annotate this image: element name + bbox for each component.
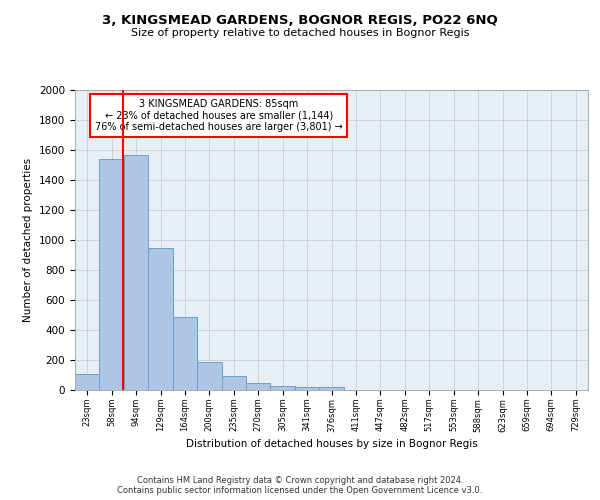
Text: Contains public sector information licensed under the Open Government Licence v3: Contains public sector information licen… <box>118 486 482 495</box>
Text: Size of property relative to detached houses in Bognor Regis: Size of property relative to detached ho… <box>131 28 469 38</box>
Bar <box>271 386 295 390</box>
Text: 3, KINGSMEAD GARDENS, BOGNOR REGIS, PO22 6NQ: 3, KINGSMEAD GARDENS, BOGNOR REGIS, PO22… <box>102 14 498 27</box>
Y-axis label: Number of detached properties: Number of detached properties <box>23 158 34 322</box>
Bar <box>319 387 344 390</box>
Bar <box>173 316 197 390</box>
Bar <box>295 387 319 390</box>
Bar <box>221 376 246 390</box>
Bar <box>75 374 100 390</box>
Bar <box>100 159 124 390</box>
X-axis label: Distribution of detached houses by size in Bognor Regis: Distribution of detached houses by size … <box>185 438 478 448</box>
Text: 3 KINGSMEAD GARDENS: 85sqm
← 23% of detached houses are smaller (1,144)
76% of s: 3 KINGSMEAD GARDENS: 85sqm ← 23% of deta… <box>95 99 343 132</box>
Bar <box>246 383 271 390</box>
Text: Contains HM Land Registry data © Crown copyright and database right 2024.: Contains HM Land Registry data © Crown c… <box>137 476 463 485</box>
Bar <box>148 248 173 390</box>
Bar <box>124 154 148 390</box>
Bar <box>197 362 221 390</box>
